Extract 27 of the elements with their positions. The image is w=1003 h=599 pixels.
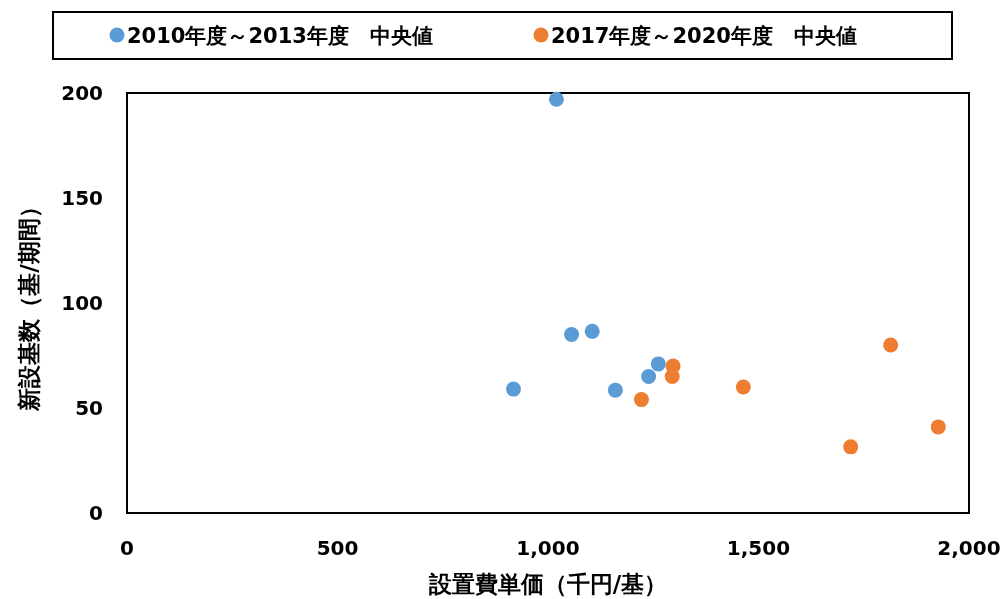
point [548, 91, 564, 107]
y-tick-label: 100 [61, 291, 103, 315]
point [564, 327, 580, 342]
point [641, 369, 657, 384]
x-tick-label: 1,500 [726, 536, 791, 560]
point [664, 369, 680, 384]
point [584, 323, 600, 339]
x-axis-title: 設置費単価（千円/基） [427, 571, 668, 597]
point [650, 356, 666, 372]
x-tick-label: 2,000 [937, 536, 1001, 560]
point [883, 337, 899, 353]
y-axis-title: 新設基数（基/期間） [16, 195, 42, 412]
x-tick-label: 0 [120, 536, 134, 560]
point [843, 439, 859, 455]
legend-label: 2010年度～2013年度 中央値 [127, 24, 433, 48]
point [633, 392, 649, 408]
y-tick-label: 0 [89, 501, 103, 525]
legend-label: 2017年度～2020年度 中央値 [551, 24, 857, 48]
point [505, 381, 521, 397]
y-tick-label: 50 [75, 396, 103, 420]
x-tick-label: 500 [316, 536, 359, 560]
point [607, 382, 623, 398]
point [930, 419, 946, 435]
y-tick-label: 200 [61, 81, 103, 105]
point [735, 379, 751, 395]
x-tick-label: 1,000 [516, 536, 580, 560]
y-tick-label: 150 [61, 186, 103, 210]
